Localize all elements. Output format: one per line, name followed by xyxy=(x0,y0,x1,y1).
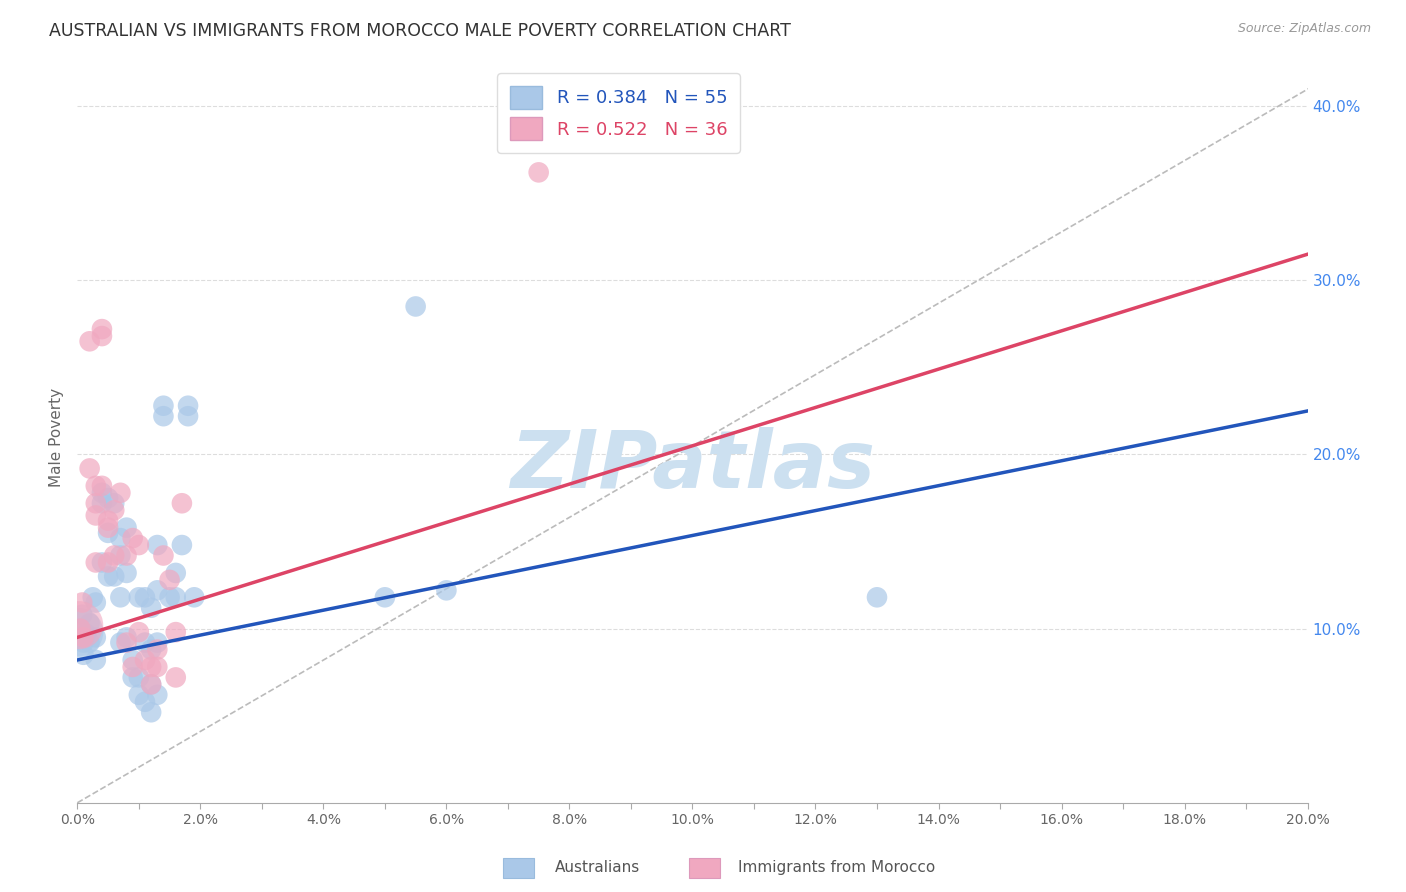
Point xyxy=(405,300,427,314)
Point xyxy=(84,631,107,645)
Point xyxy=(141,677,163,691)
Point xyxy=(110,591,132,605)
Text: Australians: Australians xyxy=(555,860,641,874)
Point xyxy=(97,569,120,583)
Point xyxy=(141,677,163,691)
Point xyxy=(90,329,114,343)
Point xyxy=(115,566,138,580)
Point xyxy=(82,591,104,605)
Point xyxy=(67,625,90,640)
Point xyxy=(121,653,143,667)
Point xyxy=(115,635,138,649)
Point xyxy=(170,496,193,510)
Point xyxy=(103,496,125,510)
Point xyxy=(128,670,150,684)
Point xyxy=(84,479,107,493)
Point xyxy=(72,648,94,662)
Point xyxy=(134,653,156,667)
Point xyxy=(115,631,138,645)
Point xyxy=(69,622,91,636)
Point xyxy=(152,549,174,563)
Point xyxy=(165,670,187,684)
Point xyxy=(72,635,94,649)
Point xyxy=(128,591,150,605)
Point xyxy=(79,334,101,349)
Point xyxy=(128,538,150,552)
Point xyxy=(121,660,143,674)
Point xyxy=(115,521,138,535)
Point xyxy=(146,635,169,649)
Point xyxy=(90,479,114,493)
Point xyxy=(177,399,200,413)
Point xyxy=(79,616,101,631)
Point xyxy=(110,635,132,649)
Point xyxy=(103,569,125,583)
Point xyxy=(134,591,156,605)
Point xyxy=(84,508,107,523)
Point xyxy=(128,625,150,640)
Point xyxy=(103,549,125,563)
Point xyxy=(110,549,132,563)
Point xyxy=(79,461,101,475)
Point xyxy=(97,491,120,505)
Point xyxy=(141,600,163,615)
Point xyxy=(159,573,181,587)
Point xyxy=(159,591,181,605)
Point xyxy=(97,514,120,528)
Point xyxy=(97,525,120,540)
Legend: R = 0.384   N = 55, R = 0.522   N = 36: R = 0.384 N = 55, R = 0.522 N = 36 xyxy=(498,73,740,153)
Point xyxy=(165,625,187,640)
Point xyxy=(183,591,205,605)
Point xyxy=(165,591,187,605)
Point xyxy=(70,607,93,622)
Point xyxy=(146,642,169,657)
Point xyxy=(97,556,120,570)
Point xyxy=(90,322,114,336)
Point xyxy=(121,531,143,545)
Point xyxy=(436,583,458,598)
Point xyxy=(84,556,107,570)
Point xyxy=(90,496,114,510)
Point xyxy=(110,485,132,500)
Point xyxy=(128,688,150,702)
Point xyxy=(72,631,94,645)
Point xyxy=(146,688,169,702)
Text: Source: ZipAtlas.com: Source: ZipAtlas.com xyxy=(1237,22,1371,36)
Point xyxy=(146,660,169,674)
Point xyxy=(374,591,396,605)
Point xyxy=(84,595,107,609)
Point xyxy=(110,531,132,545)
Point xyxy=(90,485,114,500)
Point xyxy=(84,496,107,510)
Point xyxy=(134,695,156,709)
Point xyxy=(70,595,93,609)
Point xyxy=(141,642,163,657)
Text: ZIPatlas: ZIPatlas xyxy=(510,427,875,506)
Point xyxy=(170,538,193,552)
Point xyxy=(146,583,169,598)
Point xyxy=(152,399,174,413)
Text: AUSTRALIAN VS IMMIGRANTS FROM MOROCCO MALE POVERTY CORRELATION CHART: AUSTRALIAN VS IMMIGRANTS FROM MOROCCO MA… xyxy=(49,22,792,40)
Point xyxy=(134,635,156,649)
Point xyxy=(97,521,120,535)
Point xyxy=(152,409,174,424)
Point xyxy=(84,653,107,667)
Point xyxy=(527,165,550,179)
Point xyxy=(146,538,169,552)
Point xyxy=(90,556,114,570)
Point xyxy=(115,549,138,563)
Point xyxy=(141,705,163,719)
Point xyxy=(866,591,889,605)
Point xyxy=(76,627,98,641)
Y-axis label: Male Poverty: Male Poverty xyxy=(49,387,65,487)
Point xyxy=(103,503,125,517)
Point xyxy=(177,409,200,424)
Point xyxy=(165,566,187,580)
Point xyxy=(121,670,143,684)
Point xyxy=(141,660,163,674)
Point xyxy=(79,635,101,649)
Point xyxy=(67,618,90,632)
Point xyxy=(69,622,91,636)
Text: Immigrants from Morocco: Immigrants from Morocco xyxy=(738,860,935,874)
